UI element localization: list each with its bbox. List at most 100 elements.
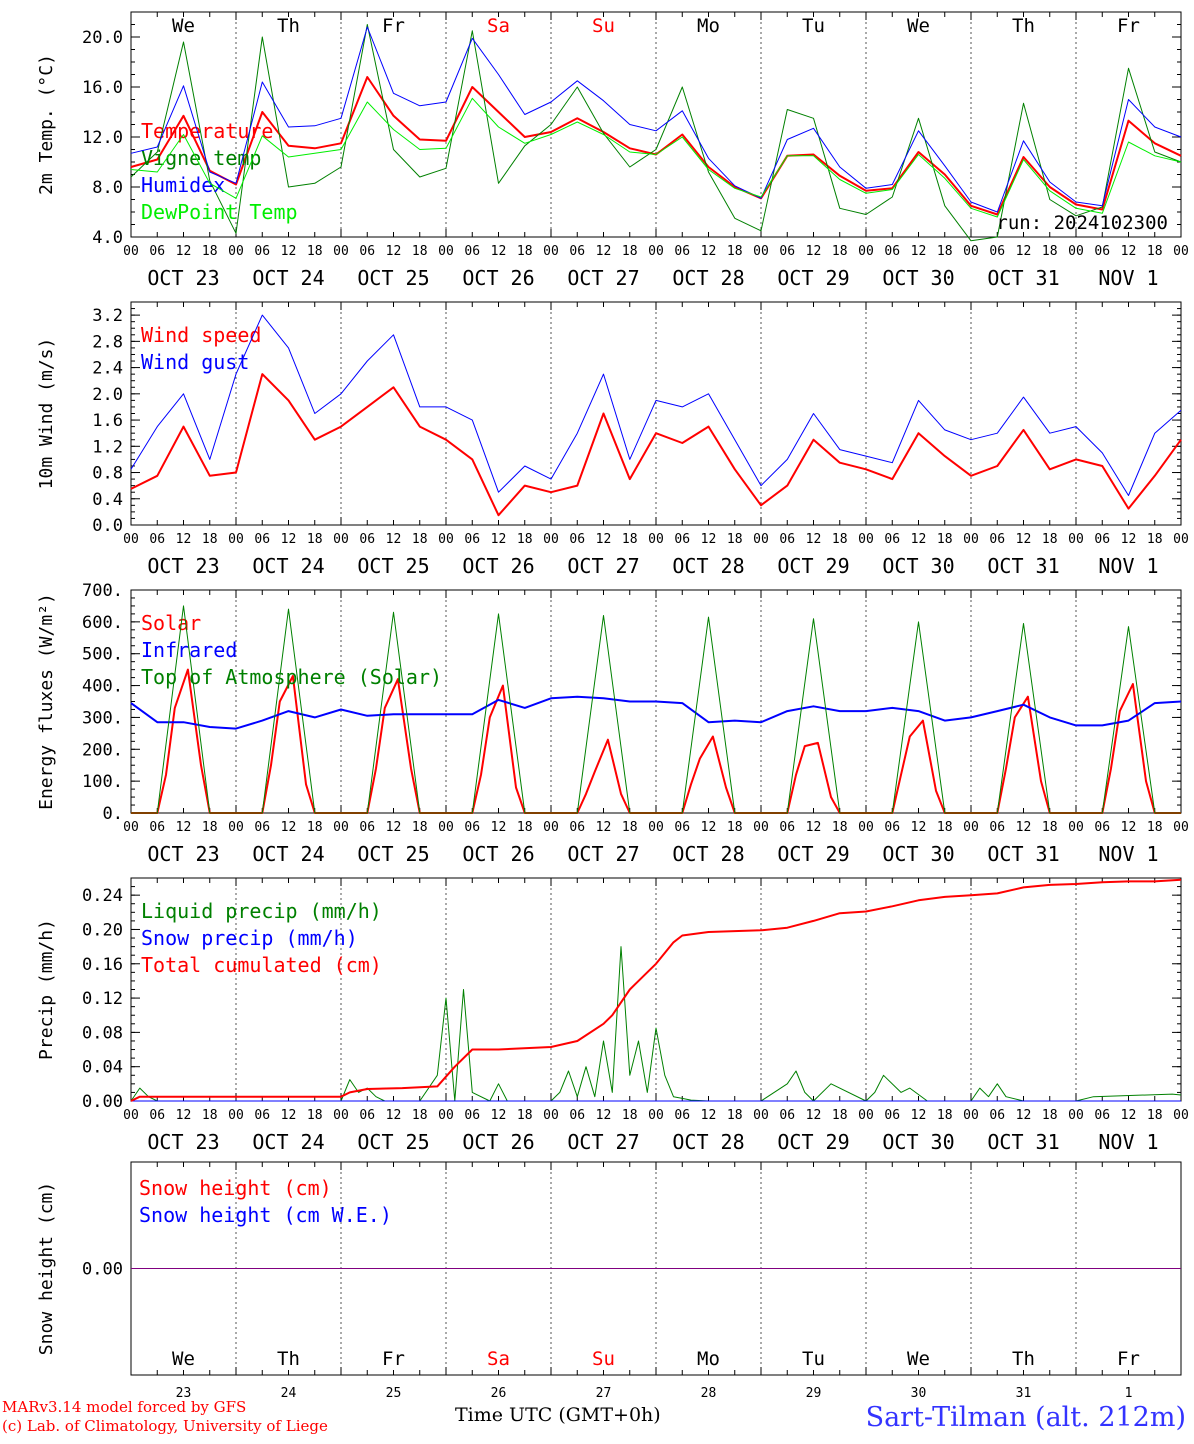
hour-tick-label: 06 (149, 1108, 165, 1123)
day-number-label: 27 (596, 1386, 612, 1401)
date-label: OCT 26 (462, 1130, 534, 1154)
hour-tick-label: 12 (386, 244, 402, 259)
run-annotation: run: 2024102300 (996, 212, 1168, 234)
y-tick-label: 300. (82, 708, 123, 728)
hour-tick-label: 00 (543, 820, 559, 835)
y-tick-label: 0.0 (92, 516, 123, 536)
date-label: OCT 31 (987, 266, 1059, 290)
legend-entry: Total cumulated (cm) (141, 953, 382, 977)
date-label: OCT 24 (252, 842, 324, 866)
hour-tick-label: 12 (596, 820, 612, 835)
hour-tick-label: 00 (648, 1108, 664, 1123)
date-label: OCT 29 (777, 842, 849, 866)
hour-tick-label: 00 (228, 244, 244, 259)
y-axis-label: Energy fluxes (W/m²) (36, 593, 57, 810)
hour-tick-label: 00 (333, 244, 349, 259)
date-label: NOV 1 (1098, 1130, 1158, 1154)
series-line (130, 97, 1182, 218)
day-of-week-label: Tu (802, 1348, 825, 1370)
hour-tick-label: 06 (779, 1108, 795, 1123)
date-label: OCT 25 (357, 266, 429, 290)
hour-tick-label: 06 (674, 532, 690, 547)
hour-tick-label: 00 (1068, 1108, 1084, 1123)
hour-tick-label: 18 (727, 820, 743, 835)
y-tick-label: 0.00 (82, 1092, 123, 1112)
hour-tick-label: 18 (1147, 532, 1163, 547)
hour-tick-label: 12 (701, 1108, 717, 1123)
hour-tick-label: 00 (1173, 1108, 1189, 1123)
hour-tick-label: 18 (412, 532, 428, 547)
hour-tick-label: 00 (1068, 244, 1084, 259)
hour-tick-label: 06 (569, 244, 585, 259)
day-of-week-label: Sa (487, 1348, 510, 1370)
date-label: OCT 23 (147, 1130, 219, 1154)
hour-tick-label: 18 (202, 1108, 218, 1123)
date-label: NOV 1 (1098, 842, 1158, 866)
date-label: OCT 28 (672, 1130, 744, 1154)
day-number-label: 28 (701, 1386, 717, 1401)
hour-tick-label: 12 (1121, 532, 1137, 547)
date-label: OCT 28 (672, 842, 744, 866)
hour-tick-label: 06 (254, 244, 270, 259)
y-tick-label: 0.8 (92, 464, 123, 484)
date-label: OCT 23 (147, 554, 219, 578)
hour-tick-label: 18 (412, 820, 428, 835)
day-of-week-label: Th (1012, 15, 1035, 37)
hour-tick-label: 06 (674, 820, 690, 835)
hour-tick-label: 12 (1121, 820, 1137, 835)
hour-tick-label: 18 (307, 820, 323, 835)
hour-tick-label: 12 (1016, 244, 1032, 259)
hour-tick-label: 06 (359, 244, 375, 259)
hour-tick-label: 00 (753, 532, 769, 547)
y-tick-label: 500. (82, 645, 123, 665)
legend-entry: Liquid precip (mm/h) (141, 899, 382, 923)
hour-tick-label: 06 (464, 532, 480, 547)
day-of-week-label: Sa (487, 15, 510, 37)
hour-tick-label: 12 (911, 532, 927, 547)
day-of-week-label: Tu (802, 15, 825, 37)
hour-tick-label: 00 (543, 244, 559, 259)
hour-tick-label: 18 (727, 532, 743, 547)
hour-tick-label: 18 (937, 1108, 953, 1123)
hour-tick-label: 06 (989, 244, 1005, 259)
hour-tick-label: 06 (989, 532, 1005, 547)
day-number-label: 26 (491, 1386, 507, 1401)
hour-tick-label: 12 (386, 1108, 402, 1123)
day-of-week-label: We (172, 15, 195, 37)
legend-entry: Snow precip (mm/h) (141, 926, 358, 950)
legend-entry: Wind gust (141, 350, 249, 374)
hour-tick-label: 06 (989, 820, 1005, 835)
hour-tick-label: 00 (858, 532, 874, 547)
hour-tick-label: 12 (176, 244, 192, 259)
legend-entry: Snow height (cm W.E.) (139, 1203, 392, 1227)
hour-tick-label: 06 (254, 532, 270, 547)
hour-tick-label: 00 (753, 244, 769, 259)
day-of-week-label: We (907, 15, 930, 37)
hour-tick-label: 06 (254, 1108, 270, 1123)
legend-entry: Solar (141, 611, 201, 635)
hour-tick-label: 00 (1173, 244, 1189, 259)
hour-tick-label: 06 (569, 1108, 585, 1123)
legend-entry: Humidex (141, 173, 225, 197)
date-label: OCT 26 (462, 266, 534, 290)
hour-tick-label: 18 (937, 532, 953, 547)
y-tick-label: 200. (82, 740, 123, 760)
legend-entry: Top of Atmosphere (Solar) (141, 665, 442, 689)
day-of-week-label: Fr (382, 1348, 405, 1370)
hour-tick-label: 06 (149, 820, 165, 835)
hour-tick-label: 00 (648, 244, 664, 259)
hour-tick-label: 12 (281, 820, 297, 835)
date-label: OCT 27 (567, 266, 639, 290)
date-label: OCT 25 (357, 842, 429, 866)
hour-tick-label: 18 (202, 532, 218, 547)
hour-tick-label: 12 (1121, 1108, 1137, 1123)
hour-tick-label: 12 (701, 244, 717, 259)
hour-tick-label: 00 (333, 1108, 349, 1123)
y-tick-label: 0.16 (82, 955, 123, 975)
day-of-week-label: Mo (697, 15, 720, 37)
date-label: OCT 27 (567, 1130, 639, 1154)
y-axis-label: 10m Wind (m/s) (36, 338, 57, 490)
day-of-week-label: Th (277, 1348, 300, 1370)
hour-tick-label: 12 (491, 1108, 507, 1123)
